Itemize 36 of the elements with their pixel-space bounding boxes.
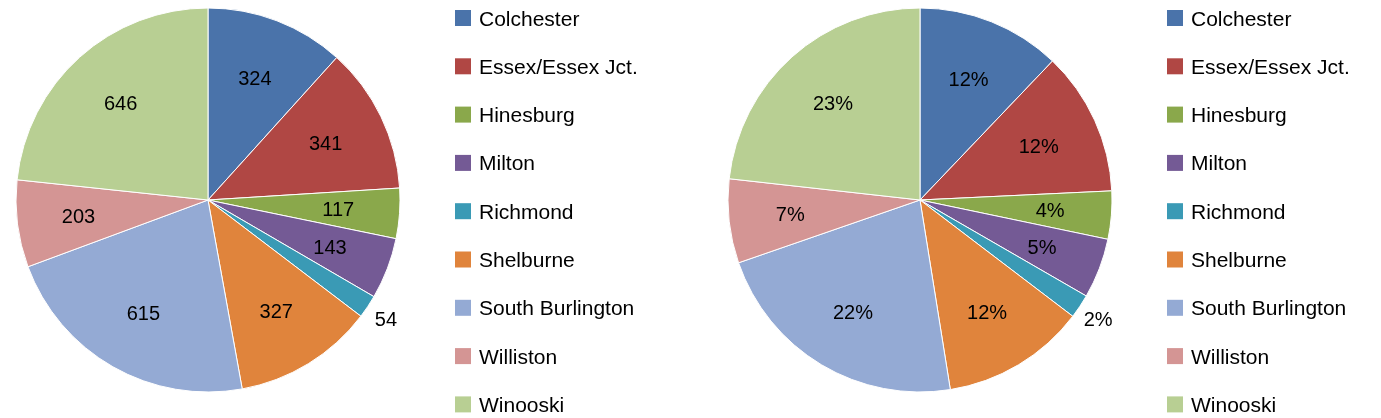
data-label: 4% (1035, 199, 1065, 222)
data-label: 54 (374, 307, 398, 330)
legend-label: Williston (479, 344, 558, 368)
legend-label: Essex/Essex Jct. (1191, 54, 1350, 78)
data-label: 12% (1018, 134, 1059, 157)
data-label: 646 (103, 91, 138, 114)
data-label: 143 (313, 235, 347, 258)
legend-label: Milton (479, 151, 536, 175)
data-label: 615 (126, 302, 161, 325)
legend-label: Winooski (479, 392, 565, 416)
data-label: 324 (238, 67, 272, 90)
legend-label: Colchester (479, 6, 580, 30)
data-label: 7% (775, 203, 805, 226)
data-label: 341 (308, 132, 343, 155)
legend-label: Hinesburg (479, 103, 575, 127)
data-label: 5% (1027, 235, 1057, 258)
data-label: 117 (322, 198, 355, 221)
data-label: 12% (967, 301, 1008, 324)
data-label: 23% (812, 91, 854, 114)
data-label: 327 (259, 300, 293, 323)
data-label: 12% (948, 67, 989, 90)
legend-label: Hinesburg (1191, 103, 1287, 127)
legend-label: Milton (1191, 151, 1248, 175)
data-label: 203 (61, 205, 96, 228)
legend-label: Richmond (479, 199, 574, 223)
legend-label: Winooski (1191, 392, 1277, 416)
data-label: 2% (1083, 307, 1113, 330)
legend-label: South Burlington (1191, 296, 1347, 320)
data-label: 22% (832, 301, 874, 324)
legend-label: Shelburne (1191, 248, 1287, 271)
legend-label: South Burlington (479, 296, 635, 320)
legend-label: Essex/Essex Jct. (479, 54, 638, 78)
legend-label: Williston (1191, 344, 1270, 368)
legend-label: Richmond (1191, 199, 1286, 223)
legend-label: Colchester (1191, 6, 1292, 30)
legend-label: Shelburne (479, 248, 575, 271)
